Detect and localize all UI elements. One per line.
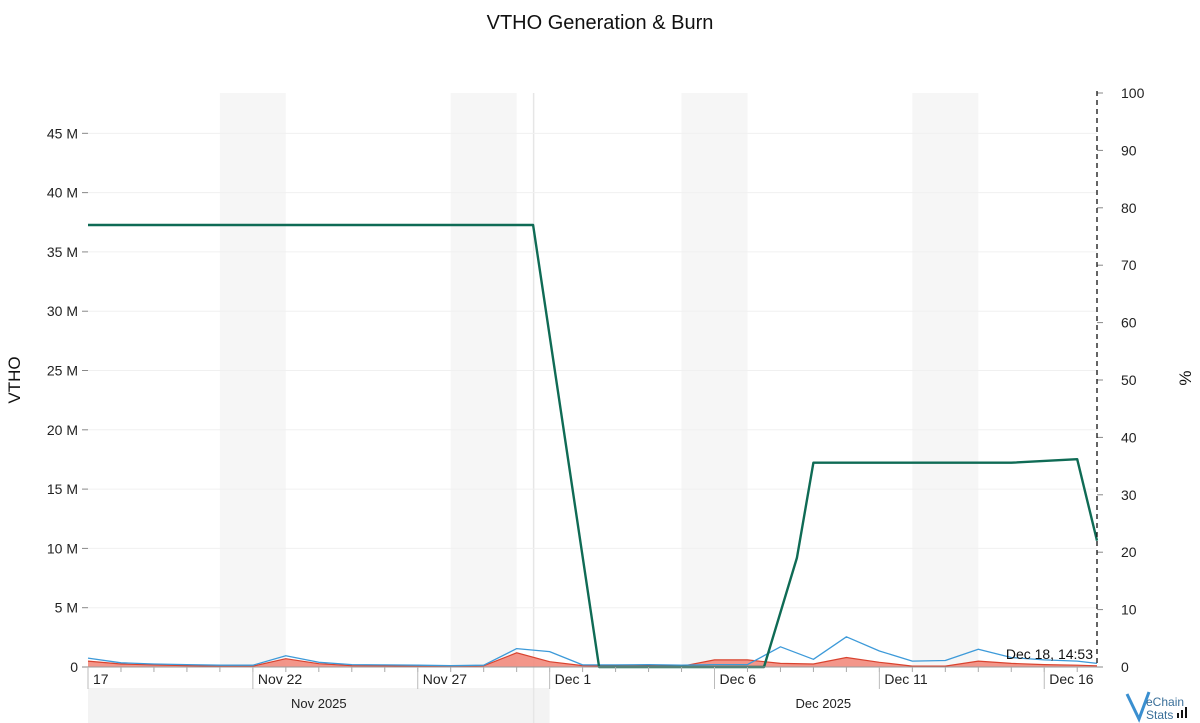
y-left-tick-label: 25 M bbox=[47, 363, 78, 379]
x-tick-label: Dec 11 bbox=[884, 671, 928, 687]
series-0-area bbox=[88, 652, 1097, 667]
x-tick-label: Nov 22 bbox=[258, 671, 303, 687]
weekend-band-3 bbox=[912, 93, 979, 667]
y-right-tick-label: 40 bbox=[1121, 429, 1137, 445]
y-right-tick-label: 80 bbox=[1121, 200, 1137, 216]
logo-bar-3 bbox=[1185, 707, 1187, 718]
x-tick-label: 17 bbox=[93, 671, 109, 687]
series-2-line bbox=[88, 223, 1099, 669]
x-tick-label: Dec 1 bbox=[555, 671, 592, 687]
y-right-tick-label: 60 bbox=[1121, 315, 1137, 331]
y-right-tick-label: 0 bbox=[1121, 659, 1129, 675]
cursor-label: Dec 18, 14:53 bbox=[1006, 646, 1093, 662]
y-left-tick-label: 45 M bbox=[47, 125, 78, 141]
series-layer bbox=[87, 223, 1099, 669]
y-right-tick-label: 30 bbox=[1121, 487, 1137, 503]
y-left-tick-label: 10 M bbox=[47, 540, 78, 556]
x-tick-label: Dec 16 bbox=[1049, 671, 1094, 687]
y-axis-left-title: VTHO bbox=[5, 356, 24, 403]
logo-line1: eChain bbox=[1146, 695, 1184, 709]
weekend-band-2 bbox=[681, 93, 748, 667]
y-right-tick-label: 70 bbox=[1121, 257, 1137, 273]
x-tick-label: Dec 6 bbox=[720, 671, 757, 687]
y-right-tick-label: 50 bbox=[1121, 372, 1137, 388]
weekend-band-0 bbox=[219, 93, 286, 667]
month-label: Dec 2025 bbox=[795, 696, 851, 711]
y-left-tick-label: 30 M bbox=[47, 303, 78, 319]
logo-v-icon bbox=[1125, 691, 1151, 723]
y-right-tick-label: 100 bbox=[1121, 85, 1145, 101]
weekend-band-1 bbox=[450, 93, 517, 667]
logo-line2: Stats bbox=[1146, 708, 1173, 722]
y-left-tick-label: 15 M bbox=[47, 481, 78, 497]
chart-title: VTHO Generation & Burn bbox=[487, 12, 714, 34]
logo-bar-2 bbox=[1181, 710, 1183, 718]
y-axis-right-title: % bbox=[1176, 370, 1195, 385]
y-left-tick-label: 5 M bbox=[55, 600, 78, 616]
month-band-0 bbox=[88, 688, 550, 723]
y-right-tick-label: 20 bbox=[1121, 544, 1137, 560]
vechainstats-logo: eChain Stats bbox=[1125, 691, 1187, 723]
month-label: Nov 2025 bbox=[291, 696, 347, 711]
weekend-bands bbox=[88, 93, 979, 723]
y-left-tick-label: 0 bbox=[70, 659, 78, 675]
y-right-tick-label: 10 bbox=[1121, 602, 1137, 618]
axes: Nov 2025 Dec 2025 0 5 M 10 M 15 M 20 M 25 M 30 M… bbox=[47, 85, 1145, 711]
logo-bar-1 bbox=[1177, 713, 1179, 718]
y-right-tick-label: 90 bbox=[1121, 142, 1137, 158]
y-left-tick-label: 35 M bbox=[47, 244, 78, 260]
y-left-tick-label: 40 M bbox=[47, 185, 78, 201]
y-left-tick-label: 20 M bbox=[47, 422, 78, 438]
x-tick-label: Nov 27 bbox=[423, 671, 468, 687]
